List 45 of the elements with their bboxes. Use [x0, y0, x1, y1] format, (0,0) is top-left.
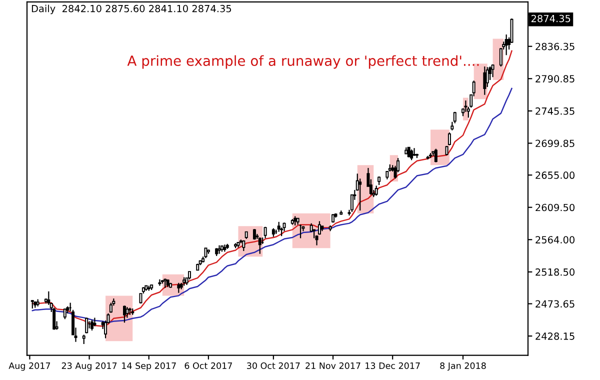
candlestick	[434, 148, 438, 163]
candlestick	[85, 317, 88, 334]
candlestick	[218, 244, 221, 254]
candlestick	[93, 317, 96, 327]
y-tick-label: 2564.00	[536, 236, 575, 244]
candlestick	[126, 306, 129, 318]
candlestick	[122, 305, 126, 324]
x-tick-label: 13 Dec 2017	[366, 362, 420, 370]
y-tick-label: 2609.50	[536, 204, 575, 212]
candlestick	[483, 66, 486, 96]
candlestick	[410, 148, 414, 161]
candlestick	[294, 216, 297, 226]
y-tick-label: 2473.65	[536, 300, 574, 308]
x-tick-label: 23 Aug 2017	[62, 362, 117, 371]
candlestick	[158, 278, 162, 286]
x-tick-label: 14 Sep 2017	[122, 362, 176, 371]
y-tick-label: 2699.85	[536, 140, 574, 148]
candlestick	[350, 194, 354, 213]
candlestick	[204, 248, 208, 259]
chart-title: Daily 2842.10 2875.60 2841.10 2874.35	[32, 4, 232, 14]
candlestick	[258, 236, 262, 254]
x-tick-label: 21 Nov 2017	[306, 362, 360, 370]
candlestick	[47, 290, 50, 306]
candlestick	[52, 307, 56, 330]
candlestick	[491, 64, 494, 78]
candlestick	[412, 148, 416, 156]
candlestick	[407, 146, 410, 158]
y-tick-label: 2745.35	[536, 107, 574, 115]
candlestick	[164, 278, 167, 288]
annotation: A prime example of a runaway or 'perfect trend'....	[127, 55, 479, 69]
y-tick-label: 2428.15	[536, 332, 574, 340]
candlestick	[177, 282, 180, 294]
text: 2874.35	[531, 14, 570, 22]
y-tick-label: 2655.00	[536, 172, 575, 179]
x-tick-label: Aug 2017	[8, 362, 50, 371]
candlestick	[82, 334, 86, 344]
candlestick	[374, 185, 378, 196]
x-tick-label: 8 Jan 2018	[440, 362, 486, 371]
y-tick-label: 2518.50	[536, 268, 575, 276]
y-tick-label: 2790.85	[536, 75, 574, 82]
candlestick	[277, 221, 280, 232]
x-tick-label: 6 Oct 2017	[184, 362, 232, 370]
x-tick-label: 30 Oct 2017	[247, 362, 300, 370]
y-tick-label: 2836.35	[536, 42, 574, 50]
candlestick	[90, 319, 94, 332]
